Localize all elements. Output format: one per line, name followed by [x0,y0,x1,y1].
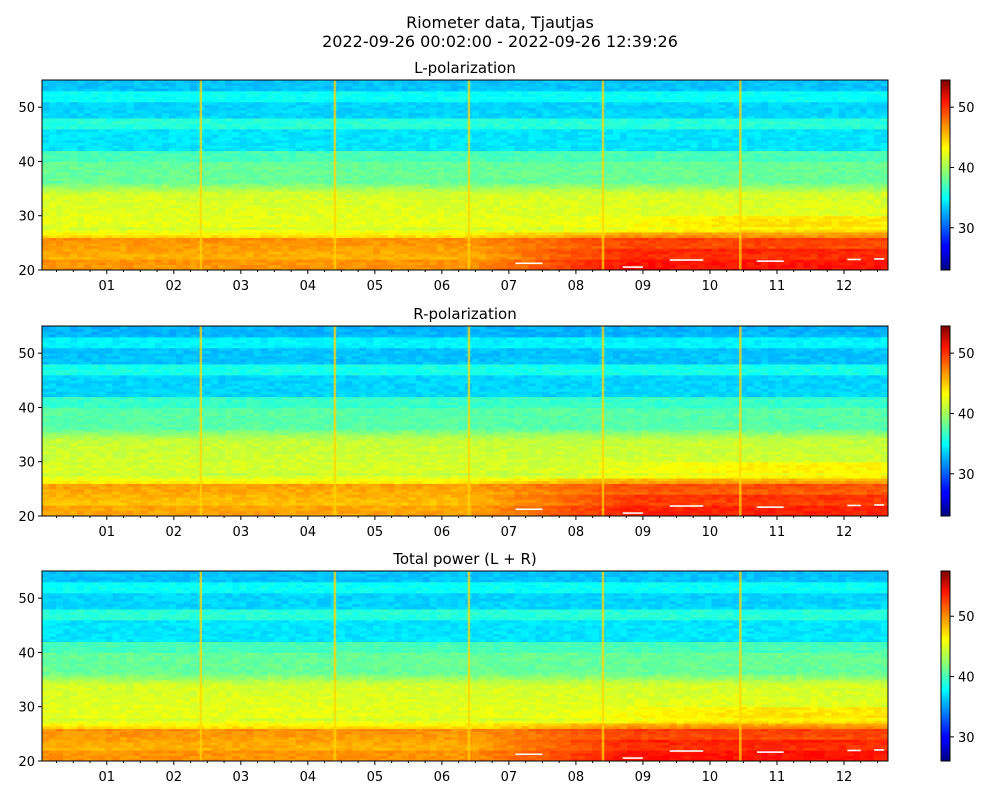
heatmap-cells [42,80,889,271]
